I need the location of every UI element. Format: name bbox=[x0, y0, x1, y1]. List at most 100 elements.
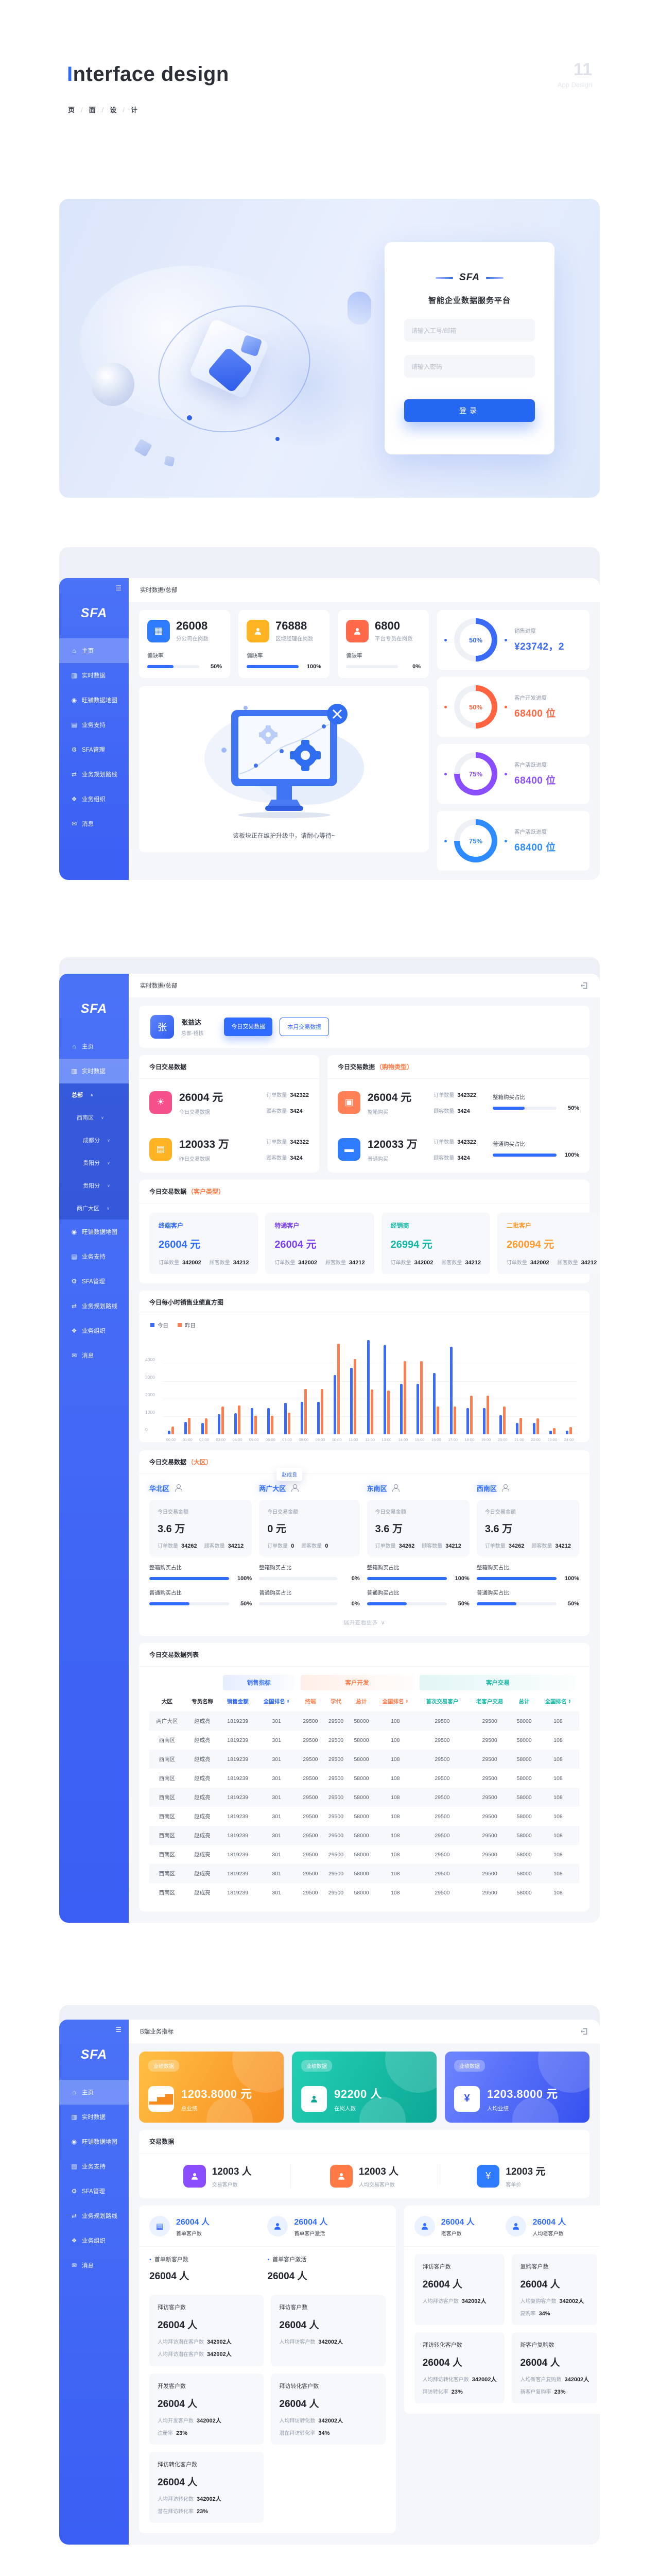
sidebar-item-7[interactable]: ✉ 消息 bbox=[71, 1352, 94, 1359]
table-row[interactable]: 西南区 赵成亮 1819239 301 29500 29500 58000 108 29500 2… bbox=[149, 1788, 579, 1807]
sidebar-item-2[interactable]: ◉ 旺铺数据地图 bbox=[71, 1228, 117, 1235]
sidebar-item-4[interactable]: ⚙ SFA管理 bbox=[71, 1278, 105, 1285]
password-input[interactable]: 请输入密码 bbox=[404, 355, 535, 378]
amount-label: 今日交易金额 bbox=[375, 1510, 406, 1515]
performance-label: 总业绩 bbox=[181, 2106, 198, 2112]
metric-title: 拜访转化客户数 bbox=[279, 2383, 319, 2389]
stat-pair: 订单数量 34262 bbox=[484, 1543, 525, 1549]
sidebar-item-0[interactable]: ⌂ 主页 bbox=[59, 2080, 129, 2105]
table-row[interactable]: 西南区 赵成亮 1819239 301 29500 29500 58000 108 29500 2… bbox=[159, 1889, 563, 1896]
sort-icon[interactable]: ▲ ▼ bbox=[286, 1699, 290, 1705]
submenu-item[interactable]: 贵阳分 ∨ bbox=[83, 1160, 110, 1166]
donut-chart: 50% bbox=[454, 618, 497, 662]
sort-icon[interactable]: ▲ ▼ bbox=[568, 1699, 571, 1705]
submenu-item[interactable]: 两广大区 ∨ bbox=[77, 1206, 110, 1212]
region-name[interactable]: 华北区 bbox=[149, 1485, 170, 1493]
table-row[interactable]: 西南区 赵成亮 1819239 301 29500 29500 58000 108 29500 2… bbox=[149, 1750, 579, 1769]
table-header[interactable]: 全国排名 ▲ ▼ bbox=[263, 1699, 290, 1705]
sidebar-item-1[interactable]: ▥ 实时数据 bbox=[71, 2113, 106, 2121]
metric-card: 拜访客户数 26004 人 人均拜访潜在客户数 342002人 人均拜访潜在客户数 3… bbox=[149, 2295, 264, 2366]
submenu-item[interactable]: 总部 ∧ bbox=[72, 1092, 94, 1098]
exit-icon[interactable] bbox=[580, 2027, 588, 2036]
sidebar-item-6[interactable]: ❖ 业务组织 bbox=[71, 1327, 106, 1334]
menu-toggle-icon[interactable]: ☰ bbox=[115, 2026, 122, 2033]
sidebar-item-6[interactable]: ❖ 业务组织 bbox=[71, 2237, 106, 2244]
donut-value: 68400 位 bbox=[514, 775, 556, 786]
sidebar-item-2[interactable]: ◉ 旺铺数据地图 bbox=[71, 697, 117, 704]
sidebar-item-0[interactable]: ⌂ 主页 bbox=[59, 638, 129, 663]
breadcrumb: 实时数据/总部 bbox=[140, 983, 178, 989]
x-tick: 22:00 bbox=[531, 1437, 541, 1442]
sidebar-item-4[interactable]: ⚙ SFA管理 bbox=[71, 2188, 105, 2195]
person-icon bbox=[255, 628, 261, 635]
tagline: 页 / 面 / 设 / 计 bbox=[68, 105, 659, 114]
table-row[interactable]: 西南区 赵成亮 1819239 301 29500 29500 58000 108 29500 2… bbox=[149, 1864, 579, 1883]
table-header[interactable]: 全国排名 ▲ ▼ bbox=[545, 1699, 571, 1705]
account-input[interactable]: 请输入工号/邮箱 bbox=[404, 319, 535, 342]
stat-pair: 订单数量 342322 bbox=[433, 1139, 476, 1145]
sidebar-item-7[interactable]: ✉ 消息 bbox=[71, 2262, 94, 2269]
table-header[interactable]: 全国排名 ▲ ▼ bbox=[382, 1699, 409, 1705]
table-row[interactable]: 西南区 赵成亮 1819239 301 29500 29500 58000 108 29500 2… bbox=[159, 1775, 563, 1782]
y-tick: 1000 bbox=[145, 1410, 155, 1415]
menu-toggle-icon[interactable]: ☰ bbox=[115, 584, 122, 592]
sidebar-item-4[interactable]: ⚙ SFA管理 bbox=[71, 746, 105, 753]
exit-icon[interactable] bbox=[580, 981, 588, 990]
tab-本月交易数据[interactable]: 本月交易数据 bbox=[280, 1018, 330, 1036]
table-row[interactable]: 西南区 赵成亮 1819239 301 29500 29500 58000 108 29500 2… bbox=[159, 1737, 563, 1744]
sidebar-item-7[interactable]: ✉ 消息 bbox=[71, 820, 94, 827]
donut-chart: 50% bbox=[454, 685, 497, 728]
table-row[interactable]: 西南区 赵成亮 1819239 301 29500 29500 58000 108 29500 2… bbox=[159, 1851, 563, 1858]
sidebar-item-5[interactable]: ⇄ 业务规划路线 bbox=[71, 1302, 117, 1310]
login-button[interactable]: 登录 bbox=[404, 399, 535, 422]
sidebar-item-3[interactable]: ▤ 业务支持 bbox=[71, 1253, 106, 1260]
bar-yesterday bbox=[171, 1426, 175, 1434]
table-header: 首次交易客户 bbox=[426, 1699, 459, 1705]
table-header: 销售金额 bbox=[227, 1699, 249, 1705]
caret-icon: ∨ bbox=[107, 1206, 110, 1211]
expand-more[interactable]: 展开查看更多 ∨ bbox=[343, 1619, 385, 1626]
bar-yesterday bbox=[304, 1388, 307, 1434]
table-row[interactable]: 两广大区 赵成亮 1819239 301 29500 29500 58000 108 29500… bbox=[149, 1711, 579, 1731]
rate-label: 偏缺率 bbox=[247, 653, 263, 659]
bar-yesterday bbox=[569, 1427, 572, 1434]
y-tick: 2000 bbox=[145, 1392, 155, 1398]
head-stat: ▤ 26004 人 首单客户数 bbox=[149, 2215, 267, 2237]
sidebar-item-0[interactable]: ⌂ 主页 bbox=[59, 1034, 129, 1059]
sidebar-item-3[interactable]: ▤ 业务支持 bbox=[71, 721, 106, 728]
bar-group bbox=[428, 1373, 444, 1434]
message-icon: ✉ bbox=[71, 820, 77, 827]
submenu-item[interactable]: 成都分 ∨ bbox=[83, 1138, 110, 1144]
sort-icon[interactable]: ▲ ▼ bbox=[405, 1699, 409, 1705]
submenu-item[interactable]: 贵阳分 ∨ bbox=[83, 1183, 110, 1189]
bar-yesterday bbox=[536, 1418, 539, 1434]
bar-yesterday bbox=[470, 1396, 473, 1434]
sidebar-item-6[interactable]: ❖ 业务组织 bbox=[71, 795, 106, 803]
submenu-item[interactable]: 西南区 ∨ bbox=[77, 1115, 104, 1121]
donut-card: 50% 销售进度 ¥23742，2 bbox=[437, 610, 589, 670]
stat-pair: 订单数量 34262 bbox=[158, 1543, 197, 1549]
progress-percent: 50% bbox=[240, 1601, 252, 1607]
y-tick: 3000 bbox=[145, 1375, 155, 1380]
stat-pair: 订单数量 342002 bbox=[274, 1260, 318, 1266]
region-name[interactable]: 东南区 bbox=[367, 1485, 387, 1493]
sidebar-item-5[interactable]: ⇄ 业务规划路线 bbox=[71, 2212, 117, 2219]
sidebar-item-3[interactable]: ▤ 业务支持 bbox=[71, 2163, 106, 2170]
sidebar-item-1[interactable]: ▥ 实时数据 bbox=[71, 672, 106, 679]
stat-pair: 顾客数量 3424 bbox=[433, 1108, 470, 1114]
stat-label: 分公司在岗数 bbox=[176, 636, 209, 642]
table-row[interactable]: 西南区 赵成亮 1819239 301 29500 29500 58000 108 29500 2… bbox=[149, 1826, 579, 1845]
head-stat: 26004 人 人均老客户数 bbox=[506, 2215, 597, 2237]
sidebar-item-5[interactable]: ⇄ 业务规划路线 bbox=[71, 771, 117, 778]
chevron-down-icon: ∨ bbox=[380, 1619, 385, 1626]
sidebar-logo: SFA bbox=[80, 2047, 108, 2062]
region-name[interactable]: 两广大区 bbox=[259, 1485, 286, 1493]
metric-title: 拜访客户数 bbox=[158, 2304, 186, 2311]
maintenance-card: 该板块正在维护升级中，请耐心等待~ bbox=[139, 686, 429, 852]
table-row[interactable]: 西南区 赵成亮 1819239 301 29500 29500 58000 108 29500 2… bbox=[159, 1813, 563, 1820]
sidebar-item-2[interactable]: ◉ 旺铺数据地图 bbox=[71, 2138, 117, 2145]
tab-今日交易数据[interactable]: 今日交易数据 bbox=[224, 1018, 273, 1036]
head-stat-label: 老客户数 bbox=[441, 2231, 462, 2237]
region-name[interactable]: 西南区 bbox=[476, 1485, 497, 1493]
sidebar-item-1[interactable]: ▥ 实时数据 bbox=[59, 1059, 129, 1083]
